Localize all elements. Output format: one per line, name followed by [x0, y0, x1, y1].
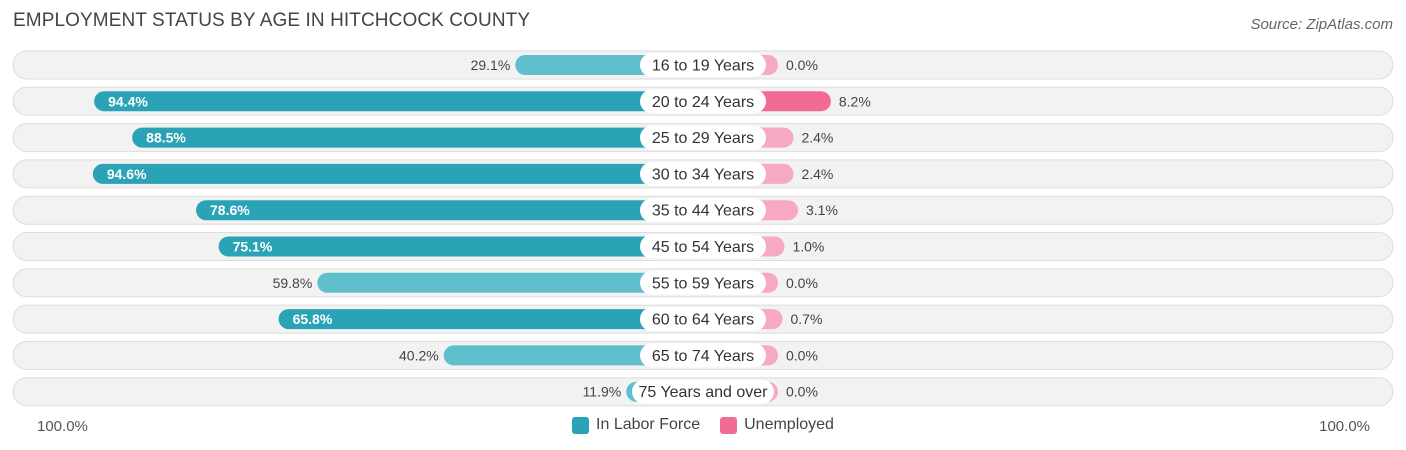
labor-value-label: 29.1% [471, 57, 511, 73]
category-label: 35 to 44 Years [652, 203, 754, 220]
category-label: 30 to 34 Years [652, 166, 754, 183]
labor-bar [94, 91, 704, 112]
legend-swatch-unemployed [720, 416, 738, 434]
labor-value-label: 59.8% [273, 275, 313, 291]
axis-right-label: 100.0% [1319, 418, 1370, 435]
labor-bar [92, 163, 703, 184]
legend-label-unemployed: Unemployed [744, 416, 834, 433]
category-pill [640, 198, 766, 223]
labor-bar [196, 200, 703, 221]
labor-bar [317, 272, 703, 293]
category-pill [640, 161, 766, 186]
labor-value-label: 11.9% [583, 384, 622, 400]
labor-bar [132, 127, 704, 148]
unemployed-value-label: 3.1% [806, 202, 838, 218]
labor-bar [218, 236, 704, 257]
unemployed-value-label: 8.2% [839, 93, 871, 109]
legend-item-labor: In Labor Force [572, 416, 700, 434]
unemployed-value-label: 0.0% [786, 57, 818, 73]
legend: In Labor Force Unemployed [0, 416, 1406, 434]
category-pill [640, 270, 766, 295]
category-pill [640, 307, 766, 332]
labor-bar [278, 309, 703, 330]
labor-value-label: 94.6% [107, 166, 147, 182]
labor-value-label: 78.6% [210, 202, 250, 218]
category-pill [640, 343, 766, 368]
labor-bar [443, 345, 703, 366]
category-pill [640, 89, 766, 114]
axis-left-label: 100.0% [37, 418, 88, 435]
unemployed-value-label: 0.0% [786, 275, 818, 291]
legend-label-labor: In Labor Force [596, 416, 701, 433]
labor-value-label: 65.8% [293, 311, 333, 327]
labor-value-label: 94.4% [108, 93, 148, 109]
chart-plot: 16 to 19 Years 29.1% 0.0% 20 to 24 Years 94.… [12, 50, 1394, 407]
category-label: 65 to 74 Years [652, 348, 754, 365]
category-pill [640, 234, 766, 259]
category-pill [640, 53, 766, 77]
unemployed-value-label: 0.0% [786, 384, 818, 400]
unemployed-value-label: 1.0% [792, 239, 824, 255]
category-label: 16 to 19 Years [652, 58, 754, 75]
category-label: 75 Years and over [639, 384, 769, 401]
unemployed-value-label: 0.7% [791, 311, 823, 327]
chart-title: EMPLOYMENT STATUS BY AGE IN HITCHCOCK CO… [13, 10, 531, 31]
legend-item-unemployed: Unemployed [720, 416, 834, 434]
category-label: 25 to 29 Years [652, 130, 754, 147]
labor-value-label: 75.1% [233, 239, 273, 255]
unemployed-value-label: 2.4% [801, 130, 833, 146]
unemployed-value-label: 0.0% [786, 347, 818, 363]
category-label: 55 to 59 Years [652, 275, 754, 292]
labor-value-label: 40.2% [399, 347, 439, 363]
unemployed-value-label: 2.4% [801, 166, 833, 182]
labor-value-label: 88.5% [146, 130, 186, 146]
category-label: 60 to 64 Years [652, 312, 754, 329]
legend-swatch-labor [572, 416, 590, 434]
category-label: 45 to 54 Years [652, 239, 754, 256]
category-label: 20 to 24 Years [652, 94, 754, 111]
category-pill [632, 379, 774, 404]
category-pill [640, 125, 766, 150]
source-attribution: Source: ZipAtlas.com [1250, 16, 1393, 33]
